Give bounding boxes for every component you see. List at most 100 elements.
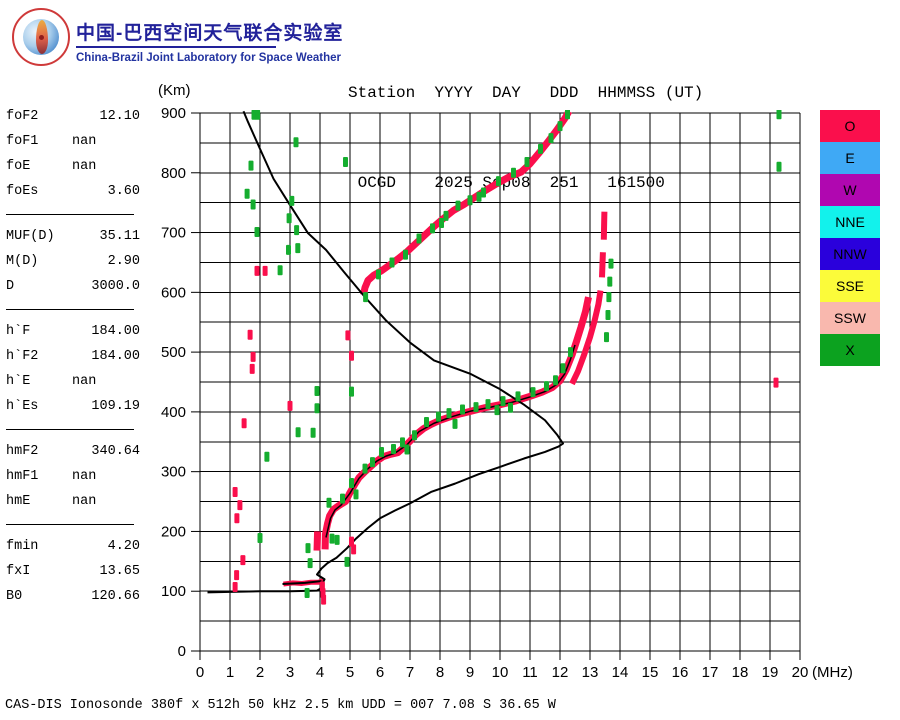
x-axis-tick-label: 3	[286, 664, 294, 681]
station-header-line1: Station YYYY DAY DDD HHMMSS (UT)	[348, 84, 704, 102]
trace-segment	[600, 211, 608, 240]
legend-item-e: E	[820, 142, 880, 174]
param-row-fmin: fmin 4.20	[6, 534, 152, 559]
param-row-hf: h`F 184.00	[6, 319, 152, 344]
echo-mark	[412, 430, 417, 441]
echo-mark	[548, 133, 554, 144]
echo-mark	[349, 386, 354, 397]
echo-mark	[343, 157, 348, 168]
echo-mark	[776, 110, 782, 120]
echo-mark	[485, 399, 491, 410]
curve-es-fit	[282, 580, 322, 586]
plot-area	[207, 110, 782, 605]
x-axis-tick-label: 9	[466, 664, 474, 681]
echo-mark	[240, 555, 246, 566]
echo-mark	[773, 377, 779, 388]
echo-mark	[443, 210, 449, 221]
param-value: 184.00	[91, 349, 140, 364]
legend-label: W	[843, 182, 857, 198]
y-axis-tick-label: 700	[161, 225, 186, 242]
legend-label: E	[845, 150, 855, 166]
scaled-parameters-panel: foF2 12.10 foF1 nan foE nan foEs 3.60 MUF(D) 35.1…	[6, 104, 152, 609]
param-label: h`F2	[6, 349, 39, 364]
y-axis-tick-label: 600	[161, 284, 186, 301]
echo-mark	[232, 486, 238, 497]
y-axis-tick-label: 800	[161, 165, 186, 182]
param-value: 184.00	[91, 324, 140, 339]
x-axis-tick-label: 1	[226, 664, 234, 681]
echo-mark	[293, 137, 299, 148]
echo-mark	[404, 444, 410, 455]
param-value: 120.66	[91, 589, 140, 604]
y-axis-tick-label: 200	[161, 523, 186, 540]
legend-label: X	[845, 342, 855, 358]
param-value: 3.60	[107, 184, 140, 199]
echo-mark	[608, 258, 614, 269]
param-row-d: D 3000.0	[6, 274, 152, 299]
echo-mark	[476, 191, 482, 202]
echo-mark	[496, 176, 501, 187]
echo-mark	[776, 161, 782, 172]
param-group-separator	[6, 429, 134, 430]
x-axis-tick-label: 19	[762, 664, 779, 681]
param-label: fxI	[6, 564, 31, 579]
echo-mark	[524, 157, 530, 168]
header-logo: 中国-巴西空间天气联合实验室 China-Brazil Joint Labora…	[10, 6, 342, 72]
trace-segment	[599, 252, 606, 278]
echo-mark	[310, 427, 316, 438]
param-value: nan	[72, 469, 97, 484]
y-axis-tick-label: 300	[161, 464, 186, 481]
echo-mark	[481, 187, 486, 198]
echo-mark	[606, 292, 612, 303]
echo-mark	[321, 594, 327, 605]
param-value: 13.65	[99, 564, 140, 579]
echo-mark	[295, 427, 301, 438]
echo-mark	[446, 408, 452, 419]
echo-mark	[247, 329, 253, 340]
echo-mark	[370, 457, 375, 468]
echo-mark	[326, 497, 332, 508]
echo-mark	[376, 269, 381, 280]
grid	[199, 112, 801, 652]
echo-mark	[560, 363, 566, 374]
y-axis-tick-label: 500	[161, 344, 186, 361]
echo-mark	[250, 351, 256, 362]
echo-mark	[500, 396, 506, 407]
param-row-mufd: MUF(D) 35.11	[6, 224, 152, 249]
echo-mark	[257, 533, 263, 544]
x-axis-tick-label: 14	[612, 664, 629, 681]
param-value: nan	[72, 159, 97, 174]
param-label: MUF(D)	[6, 229, 55, 244]
echo-mark	[565, 110, 570, 120]
param-row-hmf2: hmF2 340.64	[6, 439, 152, 464]
echo-mark	[237, 500, 243, 511]
param-group-separator	[6, 309, 134, 310]
echo-mark	[244, 188, 250, 199]
echo-mark	[262, 265, 268, 276]
trace-x-trace-asymptote	[569, 211, 608, 386]
param-label: foEs	[6, 184, 39, 199]
echo-mark	[334, 534, 340, 545]
echo-mark	[430, 223, 435, 234]
param-value: nan	[72, 134, 97, 149]
echo-mark	[250, 199, 256, 210]
echo-mark	[568, 347, 573, 358]
param-row-hme: hmE nan	[6, 489, 152, 514]
echo-mark	[264, 451, 270, 462]
x-axis-tick-label: 4	[316, 664, 324, 681]
param-row-hf2: h`F2 184.00	[6, 344, 152, 369]
echo-mark	[436, 411, 441, 422]
param-row-he: h`E nan	[6, 369, 152, 394]
echo-mark	[353, 489, 359, 500]
legend-item-nnw: NNW	[820, 238, 880, 270]
param-label: h`F	[6, 324, 31, 339]
param-label: foF1	[6, 134, 39, 149]
echo-mark	[289, 195, 295, 206]
param-label: h`E	[6, 374, 31, 389]
green-echo-marks	[244, 110, 782, 599]
echo-mark	[241, 418, 247, 429]
echo-mark	[455, 200, 461, 211]
param-label: M(D)	[6, 254, 39, 269]
echo-mark	[329, 533, 335, 544]
